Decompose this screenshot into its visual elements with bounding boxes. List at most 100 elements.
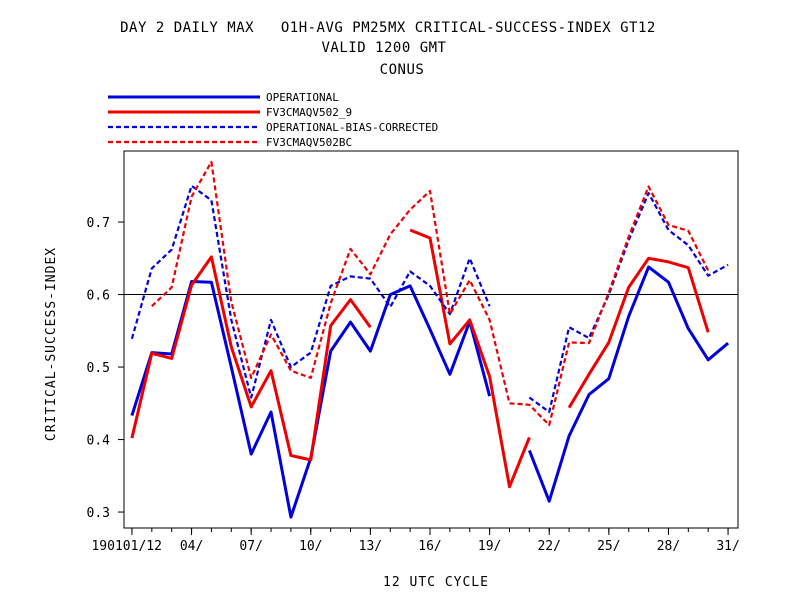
data-point (151, 352, 153, 354)
chart-subtitle: VALID 1200 GMT (321, 40, 447, 56)
data-point (250, 397, 252, 399)
x-axis-label: 12 UTC CYCLE (383, 575, 489, 590)
data-point (369, 326, 371, 328)
data-point (469, 279, 471, 281)
series-line (130, 255, 372, 462)
data-point (250, 453, 252, 455)
data-point (489, 319, 491, 321)
data-point (608, 291, 610, 293)
data-point (389, 294, 391, 296)
data-point (568, 435, 570, 437)
data-point (608, 378, 610, 380)
plot-frame (123, 150, 739, 529)
data-point (389, 233, 391, 235)
data-point (707, 359, 709, 361)
data-point (171, 286, 173, 288)
data-point (628, 236, 630, 238)
data-point (469, 319, 471, 321)
y-tick-label: 0.4 (87, 434, 111, 449)
data-point (489, 305, 491, 307)
data-point (191, 185, 193, 187)
data-point (608, 341, 610, 343)
data-point (210, 161, 212, 163)
data-point (449, 373, 451, 375)
series-fv3cmaqv502-9 (130, 228, 710, 489)
data-point (668, 224, 670, 226)
legend-label: OPERATIONAL (266, 91, 339, 104)
y-axis-label: CRITICAL-SUCCESS-INDEX (44, 247, 59, 441)
data-point (250, 377, 252, 379)
data-point (350, 321, 352, 323)
data-point (270, 370, 272, 372)
x-tick-label: 04/ (180, 539, 203, 554)
data-point (270, 319, 272, 321)
data-point (588, 337, 590, 339)
data-point (270, 411, 272, 413)
data-point (707, 275, 709, 277)
data-point (648, 192, 650, 194)
data-point (687, 328, 689, 330)
data-point (191, 284, 193, 286)
x-axis-ticks: 190101/12 04/07/10/13/16/19/22/25/28/31/ (91, 528, 740, 554)
data-point (210, 256, 212, 258)
data-point (727, 264, 729, 266)
x-tick-label: 10/ (299, 539, 322, 554)
data-point (548, 500, 550, 502)
series-fv3cmaqv502bc (151, 160, 710, 427)
data-point (350, 299, 352, 301)
data-point (509, 402, 511, 404)
data-point (429, 285, 431, 287)
data-point (727, 342, 729, 344)
data-point (409, 270, 411, 272)
series-line (130, 184, 491, 399)
series-line (528, 192, 729, 414)
data-point (131, 415, 133, 417)
legend-label: FV3CMAQV502_9 (266, 106, 352, 119)
series-line (528, 265, 730, 503)
data-point (270, 333, 272, 335)
data-point (151, 267, 153, 269)
data-point (687, 244, 689, 246)
data-point (330, 350, 332, 352)
data-point (330, 325, 332, 327)
legend: OPERATIONAL FV3CMAQV502_9 OPERATIONAL-BIAS… (108, 91, 438, 149)
data-point (210, 281, 212, 283)
data-point (648, 257, 650, 259)
data-point (707, 270, 709, 272)
data-point (230, 346, 232, 348)
data-point (131, 338, 133, 340)
data-point (528, 397, 530, 399)
data-point (290, 455, 292, 457)
data-point (210, 199, 212, 201)
data-point (191, 196, 193, 198)
data-point (409, 229, 411, 231)
chart-title: DAY 2 DAILY MAX O1H-AVG PM25MX CRITICAL-… (120, 20, 656, 36)
data-point (548, 424, 550, 426)
x-tick-label: 22/ (537, 539, 560, 554)
data-point (290, 370, 292, 372)
data-point (409, 285, 411, 287)
legend-label: FV3CMAQV502BC (266, 136, 352, 149)
series-group (130, 160, 730, 519)
x-tick-label: 19/ (478, 539, 501, 554)
data-point (528, 436, 530, 438)
data-point (310, 459, 312, 461)
series-line (151, 160, 710, 427)
data-point (171, 357, 173, 359)
series-operational-bias-corrected (130, 184, 729, 414)
x-tick-label: 07/ (239, 539, 262, 554)
y-tick-label: 0.6 (87, 289, 110, 304)
x-tick-label: 25/ (597, 539, 620, 554)
data-point (489, 395, 491, 397)
x-tick-label: 28/ (657, 539, 680, 554)
data-point (568, 407, 570, 409)
data-point (330, 302, 332, 304)
y-tick-label: 0.3 (87, 506, 110, 521)
data-point (350, 275, 352, 277)
data-point (528, 449, 530, 451)
data-point (568, 326, 570, 328)
data-point (469, 257, 471, 259)
data-point (131, 437, 133, 439)
y-tick-label: 0.7 (87, 216, 110, 231)
